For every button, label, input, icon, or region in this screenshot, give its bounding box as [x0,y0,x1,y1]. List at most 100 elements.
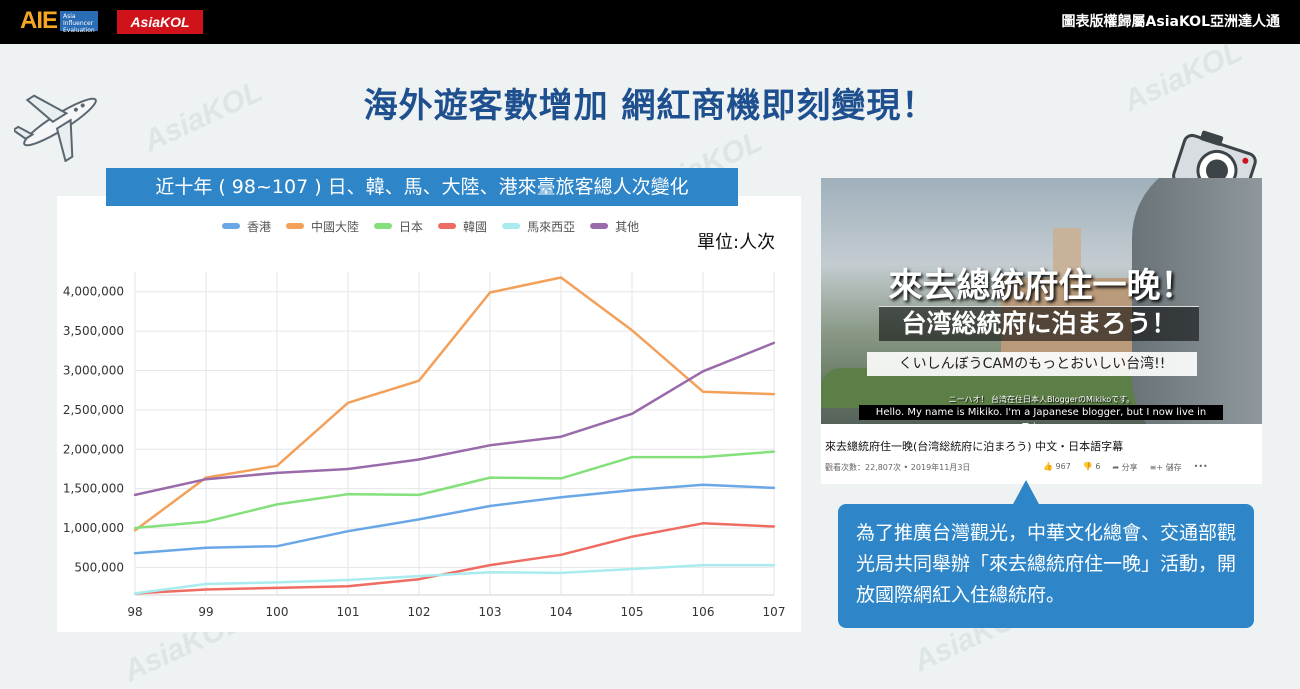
data-point [488,476,492,479]
legend-item[interactable]: 其他 [590,220,639,234]
video-actions: 👍 967 👎 6 ➦ 分享 ≡+ 儲存 ••• [1043,462,1208,473]
dislike-count: 6 [1095,462,1101,471]
y-tick-label: 1,500,000 [63,482,124,496]
legend-item[interactable]: 香港 [222,220,271,234]
x-tick-label: 106 [692,605,715,619]
data-point [559,553,563,557]
data-point [417,574,421,578]
x-tick-label: 102 [408,605,431,619]
callout-pointer [1012,480,1040,506]
like-count: 967 [1055,462,1071,471]
y-tick-label: 3,500,000 [63,324,124,338]
data-point [275,503,279,506]
y-tick-label: 2,000,000 [63,442,124,456]
data-point [772,486,776,490]
data-point [346,401,350,404]
page-title: 海外遊客數增加 網紅商機即刻變現！ [363,86,937,126]
data-point [701,483,705,486]
legend-label: 日本 [399,220,423,234]
series-line-中國大陸 [134,276,775,532]
share-label: 分享 [1121,463,1138,472]
legend-label: 其他 [615,220,639,234]
data-point [559,435,563,438]
data-point [417,578,421,581]
asiakol-logo[interactable]: AsiaKOL [117,10,203,34]
data-point [630,489,634,492]
video-views: 觀看次數：22,807次 • 2019年11月3日 [825,463,971,472]
data-point [417,458,421,461]
legend-swatch [438,223,457,229]
data-point [417,518,421,521]
data-point [417,379,421,382]
data-point [133,529,137,532]
data-point [488,570,492,574]
line-chart: 500,000 1,000,000 1,500,000 2,000,000 2,500,… [63,219,786,619]
y-tick-label: 1,000,000 [63,521,124,535]
data-point [346,492,350,496]
like-button[interactable]: 👍 967 [1043,462,1071,473]
data-point [488,504,492,508]
data-point [275,464,279,467]
legend-label: 馬來西亞 [527,220,575,234]
x-tick-label: 100 [266,605,289,619]
data-point [275,544,279,548]
subtitle-en: Hello. My name is Mikiko. I'm a Japanese… [859,405,1223,424]
legend-swatch [502,223,521,229]
airplane-icon [14,94,97,162]
video-card[interactable]: 來去總統府住一晚！ 台湾総統府に泊まろう！ くいしんぼうCAMのもっとおいしい台… [821,178,1262,484]
data-point [772,525,776,528]
data-point [133,592,137,595]
save-button[interactable]: ≡+ 儲存 [1150,462,1182,473]
data-point [488,291,492,294]
aie-logo[interactable]: AIE Asia Influencer Evaluation [20,7,99,34]
series-line-日本 [134,450,775,530]
aie-logo-subtext: Asia Influencer Evaluation [60,11,99,34]
x-tick-label: 104 [550,605,573,619]
save-label: 儲存 [1165,463,1182,472]
chart-panel [57,196,801,632]
y-axis-labels: 500,000 1,000,000 1,500,000 2,000,000 2,500,… [63,285,124,575]
chart-legend: 香港 中國大陸 日本 韓國 馬來西亞 其他 [222,219,639,234]
video-thumbnail[interactable]: 來去總統府住一晚！ 台湾総統府に泊まろう！ くいしんぼうCAMのもっとおいしい台… [821,178,1262,424]
chart-grid [134,272,775,596]
data-point [275,586,279,590]
x-tick-label: 105 [621,605,644,619]
data-point [701,455,705,459]
legend-swatch [374,223,393,229]
video-title[interactable]: 來去總統府住一晚(台湾総統府に泊まろう) 中文・日本語字幕 [825,440,1124,453]
share-button[interactable]: ➦ 分享 [1112,462,1137,473]
data-point [275,581,279,584]
x-tick-label: 103 [479,605,502,619]
thumbnail-channel-banner: くいしんぼうCAMのもっとおいしい台湾!! [867,352,1197,376]
data-point [204,477,208,481]
data-point [559,276,563,279]
legend-item[interactable]: 韓國 [438,220,487,234]
data-point [204,546,208,549]
data-point [630,412,634,416]
thumbnail-title-main: 來去總統府住一晚！ [888,266,1195,306]
legend-item[interactable]: 日本 [374,220,423,234]
top-bar: AIE Asia Influencer Evaluation AsiaKOL 圖… [0,0,1300,44]
data-point [346,585,350,588]
data-point [772,563,776,567]
data-point [559,496,563,499]
data-point [133,493,137,497]
x-tick-label: 107 [763,605,786,619]
aie-logo-text: AIE [20,7,58,34]
legend-item[interactable]: 馬來西亞 [502,220,575,234]
data-point [346,467,350,471]
data-point [701,522,705,525]
data-point [204,582,208,586]
dislike-button[interactable]: 👎 6 [1083,462,1101,473]
y-tick-label: 2,500,000 [63,403,124,417]
series-line-其他 [134,341,775,497]
y-tick-label: 500,000 [74,560,124,574]
legend-item[interactable]: 中國大陸 [286,219,359,234]
data-point [559,477,563,480]
data-point [630,567,634,571]
series-line-香港 [134,483,775,555]
chart-series [133,276,776,595]
x-axis-labels: 98 99 100 101 102 103 104 105 106 107 [127,605,785,619]
chart-title: 近十年 ( 98~107 ) 日、韓、馬、大陸、港來臺旅客總人次變化 [106,168,738,206]
more-button[interactable]: ••• [1193,462,1208,471]
